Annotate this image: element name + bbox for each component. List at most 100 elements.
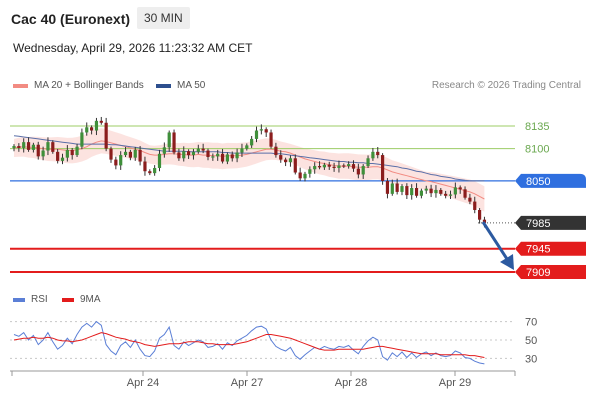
candle-body bbox=[187, 151, 191, 156]
legend-bollinger: MA 20 + Bollinger Bands bbox=[13, 80, 144, 91]
candle-body bbox=[245, 145, 249, 149]
candle-body bbox=[56, 151, 60, 161]
candle-body bbox=[22, 142, 26, 148]
price-tag-label-last: 7985 bbox=[526, 218, 550, 230]
price-tag-label-s2: 7909 bbox=[526, 267, 550, 279]
candle-body bbox=[429, 188, 433, 194]
candle-body bbox=[206, 150, 210, 158]
candle-body bbox=[347, 164, 351, 167]
candle-body bbox=[31, 144, 35, 150]
candle-body bbox=[90, 127, 94, 131]
legend-rsi: RSI bbox=[13, 294, 48, 305]
candle-body bbox=[75, 146, 79, 156]
candle-body bbox=[167, 132, 171, 148]
candle-body bbox=[414, 188, 419, 196]
candle-body bbox=[60, 157, 65, 161]
candle-body bbox=[274, 146, 278, 156]
candle-body bbox=[104, 122, 108, 149]
candle-body bbox=[70, 149, 74, 156]
candle-body bbox=[342, 165, 346, 167]
candle-body bbox=[269, 132, 273, 147]
candle-body bbox=[463, 189, 467, 198]
candle-body bbox=[230, 154, 234, 159]
legend-ma50: MA 50 bbox=[156, 80, 205, 91]
candle-body bbox=[478, 209, 482, 220]
candle-body bbox=[419, 190, 423, 196]
x-axis-label: Apr 24 bbox=[127, 377, 159, 389]
candle-body bbox=[191, 151, 196, 156]
candle-body bbox=[439, 189, 443, 194]
forecast-arrow-shaft bbox=[481, 221, 509, 260]
legend-ma50-label: MA 50 bbox=[177, 80, 206, 91]
candle-body bbox=[12, 146, 16, 148]
candle-body bbox=[473, 201, 477, 210]
candle-body bbox=[284, 159, 288, 163]
candle-body bbox=[259, 129, 263, 131]
x-axis-label: Apr 29 bbox=[439, 377, 471, 389]
level-lines bbox=[10, 125, 515, 273]
rsi-tick-label: 70 bbox=[525, 317, 537, 329]
candle-body bbox=[279, 155, 283, 160]
candle-body bbox=[458, 187, 462, 190]
candle-body bbox=[322, 164, 326, 168]
candle-body bbox=[371, 151, 375, 159]
legend-rsi-ma: 9MA bbox=[62, 294, 101, 305]
candle-body bbox=[46, 142, 50, 151]
candlesticks bbox=[12, 116, 487, 228]
candle-body bbox=[288, 158, 293, 163]
instrument-title: Cac 40 (Euronext) bbox=[11, 11, 131, 27]
candle-body bbox=[381, 155, 385, 181]
candle-body bbox=[177, 152, 181, 159]
candle-body bbox=[109, 148, 113, 160]
candle-body bbox=[400, 186, 404, 192]
candle-body bbox=[351, 164, 356, 169]
candle-body bbox=[51, 142, 55, 152]
candle-body bbox=[119, 155, 123, 166]
legend-rsi-label: RSI bbox=[31, 294, 48, 305]
candle-body bbox=[172, 132, 176, 153]
candle-body bbox=[235, 152, 239, 159]
bollinger-bands bbox=[14, 128, 485, 212]
candle-body bbox=[293, 158, 297, 173]
candle-body bbox=[482, 219, 487, 223]
candle-body bbox=[196, 148, 200, 152]
candle-body bbox=[448, 194, 453, 196]
rsi-tick-label: 50 bbox=[525, 335, 537, 347]
level-label-r1: 8100 bbox=[525, 144, 549, 156]
rsi-ma-line bbox=[13, 332, 485, 358]
rsi-ma-swatch bbox=[62, 297, 74, 302]
candle-body bbox=[17, 146, 21, 148]
candle-body bbox=[254, 130, 259, 139]
candle-body bbox=[337, 165, 341, 168]
price-tag-last bbox=[515, 215, 586, 230]
candle-body bbox=[444, 193, 448, 196]
candle-body bbox=[361, 166, 365, 175]
x-axis-label: Apr 27 bbox=[231, 377, 263, 389]
candle-body bbox=[298, 172, 302, 179]
forecast-arrow-head bbox=[500, 254, 514, 270]
price-tag-label-pivot: 8050 bbox=[526, 176, 550, 188]
candle-body bbox=[410, 188, 414, 196]
candle-body bbox=[157, 153, 162, 168]
candle-body bbox=[143, 161, 147, 172]
candle-body bbox=[201, 148, 205, 151]
rsi-panel: 70 50 30 bbox=[10, 317, 537, 365]
candle-body bbox=[405, 186, 409, 196]
candle-body bbox=[395, 183, 399, 192]
candle-body bbox=[327, 164, 331, 167]
candle-body bbox=[424, 188, 428, 191]
candle-body bbox=[313, 166, 317, 170]
candle-body bbox=[308, 169, 312, 174]
candle-body bbox=[148, 171, 152, 174]
candle-body bbox=[376, 151, 380, 156]
candle-body bbox=[123, 151, 128, 156]
forecast-arrow-icon bbox=[481, 221, 514, 270]
candle-body bbox=[182, 151, 186, 159]
timeframe-button[interactable]: 30 MIN bbox=[137, 7, 190, 29]
candle-body bbox=[26, 142, 31, 150]
candle-body bbox=[138, 149, 142, 162]
bollinger-swatch bbox=[13, 83, 28, 88]
candle-body bbox=[385, 180, 390, 194]
candle-body bbox=[332, 166, 336, 168]
